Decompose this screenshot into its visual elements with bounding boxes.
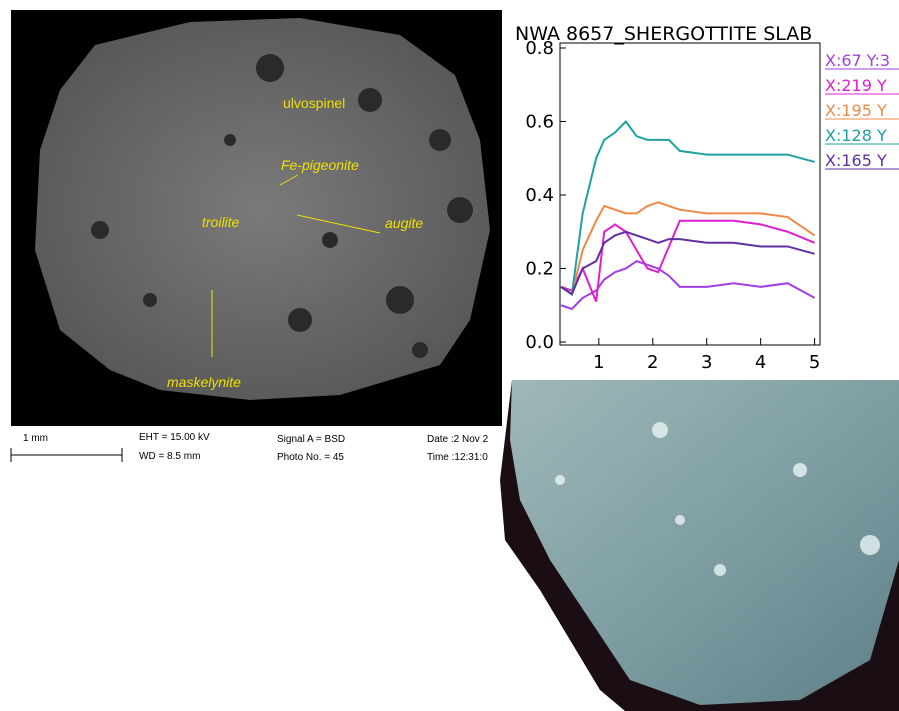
slab-image xyxy=(510,380,899,705)
y-tick-label: 0.4 xyxy=(525,185,554,206)
caption-text: EHT = 15.00 kV xyxy=(139,432,210,443)
x-tick-label: 3 xyxy=(701,352,712,373)
caption-text: Time :12:31:0 xyxy=(427,452,488,463)
x-tick-label: 1 xyxy=(593,352,604,373)
legend-label: X:165 Y xyxy=(825,151,887,170)
plot-frame xyxy=(560,43,820,345)
caption-text: Signal A = BSD xyxy=(277,434,345,445)
y-tick-label: 0.6 xyxy=(525,112,554,133)
series-line xyxy=(561,221,815,302)
mineral-label: augite xyxy=(385,215,423,231)
caption-text: WD = 8.5 mm xyxy=(139,451,200,462)
legend-label: X:219 Y xyxy=(825,76,887,95)
x-tick-label: 2 xyxy=(647,352,658,373)
y-tick-label: 0.2 xyxy=(525,259,554,280)
mineral-label: ulvospinel xyxy=(283,95,345,111)
y-tick-label: 0.0 xyxy=(525,332,554,353)
legend-label: X:67 Y:3 xyxy=(825,51,890,70)
y-tick-label: 0.8 xyxy=(525,38,554,59)
scale-label: 1 mm xyxy=(23,433,48,444)
mineral-label: troilite xyxy=(202,214,240,230)
scale-bar xyxy=(11,448,122,462)
caption-text: Date :2 Nov 2 xyxy=(427,434,489,445)
x-tick-label: 4 xyxy=(755,352,766,373)
legend-label: X:128 Y xyxy=(825,126,887,145)
mineral-label: Fe-pigeonite xyxy=(281,157,359,173)
x-tick-label: 5 xyxy=(809,352,820,373)
caption-text: Photo No. = 45 xyxy=(277,452,344,463)
legend-label: X:195 Y xyxy=(825,101,887,120)
page: ulvospinel Fe-pigeonite troilite augite … xyxy=(0,0,899,711)
mineral-label: maskelynite xyxy=(167,374,241,390)
chart-title: NWA 8657_SHERGOTTITE SLAB xyxy=(515,23,812,45)
